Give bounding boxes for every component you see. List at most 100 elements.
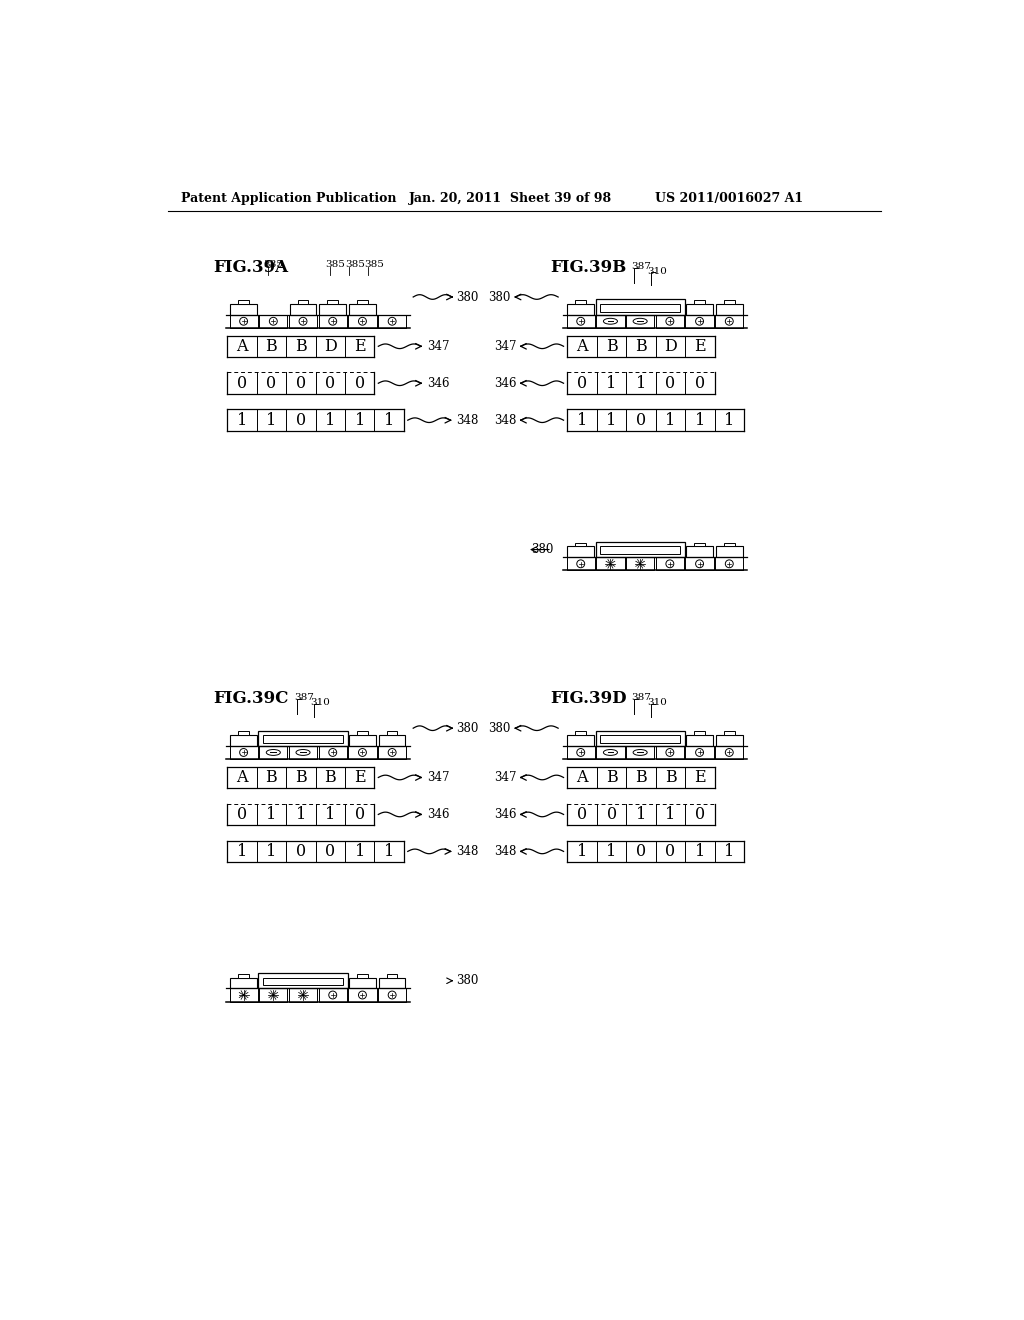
Text: B: B [265,338,278,355]
Text: 0: 0 [296,412,306,429]
Bar [290,304,316,314]
Bar [566,557,595,570]
Text: B: B [295,770,307,785]
Text: Jan. 20, 2011  Sheet 39 of 98: Jan. 20, 2011 Sheet 39 of 98 [409,191,611,205]
Text: 387: 387 [632,693,651,702]
Bar [298,300,308,304]
Text: US 2011/0016027 A1: US 2011/0016027 A1 [655,191,803,205]
Text: B: B [265,770,278,785]
Bar [378,989,407,1002]
Bar [230,978,257,989]
Text: 380: 380 [488,722,511,735]
Bar [378,746,407,759]
Text: 310: 310 [647,267,667,276]
Bar [567,304,594,314]
Text: 0: 0 [606,807,616,822]
Text: 385: 385 [365,260,384,269]
Text: 1: 1 [237,412,247,429]
Bar [328,300,338,304]
Text: E: E [694,770,706,785]
Bar [626,557,654,570]
Bar [258,730,347,746]
Bar [626,746,654,759]
Bar [229,746,258,759]
Bar [596,300,685,314]
Bar [716,546,742,557]
Text: 0: 0 [636,412,646,429]
Bar [600,304,680,312]
Text: 347: 347 [494,339,516,352]
Text: 1: 1 [695,843,706,859]
Text: 1: 1 [724,843,734,859]
Bar [694,543,705,546]
Bar [263,978,343,985]
Bar [259,989,288,1002]
Bar [258,973,347,989]
Bar [596,557,625,570]
Text: 380: 380 [457,722,479,735]
Bar [724,300,734,304]
Text: B: B [635,338,647,355]
Bar [229,314,258,327]
Bar [349,978,376,989]
Text: E: E [354,770,366,785]
Bar [349,304,376,314]
Text: 0: 0 [326,375,335,392]
Bar [348,989,377,1002]
Text: 385: 385 [345,260,365,269]
Bar [715,314,743,327]
Bar [263,735,343,743]
Bar [685,557,714,570]
Text: B: B [635,770,647,785]
Text: 346: 346 [494,808,516,821]
Bar [655,314,684,327]
Text: 380: 380 [457,290,479,304]
Text: 1: 1 [384,843,394,859]
Bar [230,304,257,314]
Text: 346: 346 [494,376,516,389]
Bar [685,314,714,327]
Text: A: A [237,770,248,785]
Text: 1: 1 [354,412,365,429]
Text: 1: 1 [237,843,247,859]
Text: 1: 1 [606,412,616,429]
Bar [626,314,654,327]
Bar [655,746,684,759]
Text: 0: 0 [354,375,365,392]
Text: 347: 347 [427,771,450,784]
Text: FIG.39A: FIG.39A [213,259,289,276]
Text: 1: 1 [724,412,734,429]
Text: 380: 380 [457,974,479,987]
Text: B: B [665,770,677,785]
Text: 380: 380 [488,290,511,304]
Text: 346: 346 [427,376,450,389]
Text: 0: 0 [296,843,306,859]
Bar [600,546,680,554]
Text: 348: 348 [457,413,479,426]
Bar [259,746,288,759]
Text: 1: 1 [326,412,336,429]
Bar [318,989,347,1002]
Bar [575,543,586,546]
Text: 310: 310 [310,698,330,708]
Bar [318,314,347,327]
Bar [379,735,406,746]
Text: 0: 0 [578,375,587,392]
Text: 0: 0 [636,843,646,859]
Text: 0: 0 [695,807,705,822]
Bar [694,300,705,304]
Text: 385: 385 [326,260,345,269]
Text: 348: 348 [494,845,516,858]
Bar [289,746,317,759]
Bar [685,746,714,759]
Text: Patent Application Publication: Patent Application Publication [180,191,396,205]
Bar [239,974,249,978]
Text: 0: 0 [666,375,676,392]
Text: FIG.39C: FIG.39C [213,689,289,706]
Text: 348: 348 [494,413,516,426]
Bar [239,731,249,735]
Text: 1: 1 [606,375,616,392]
Bar [318,746,347,759]
Text: 1: 1 [666,412,676,429]
Text: 1: 1 [266,843,276,859]
